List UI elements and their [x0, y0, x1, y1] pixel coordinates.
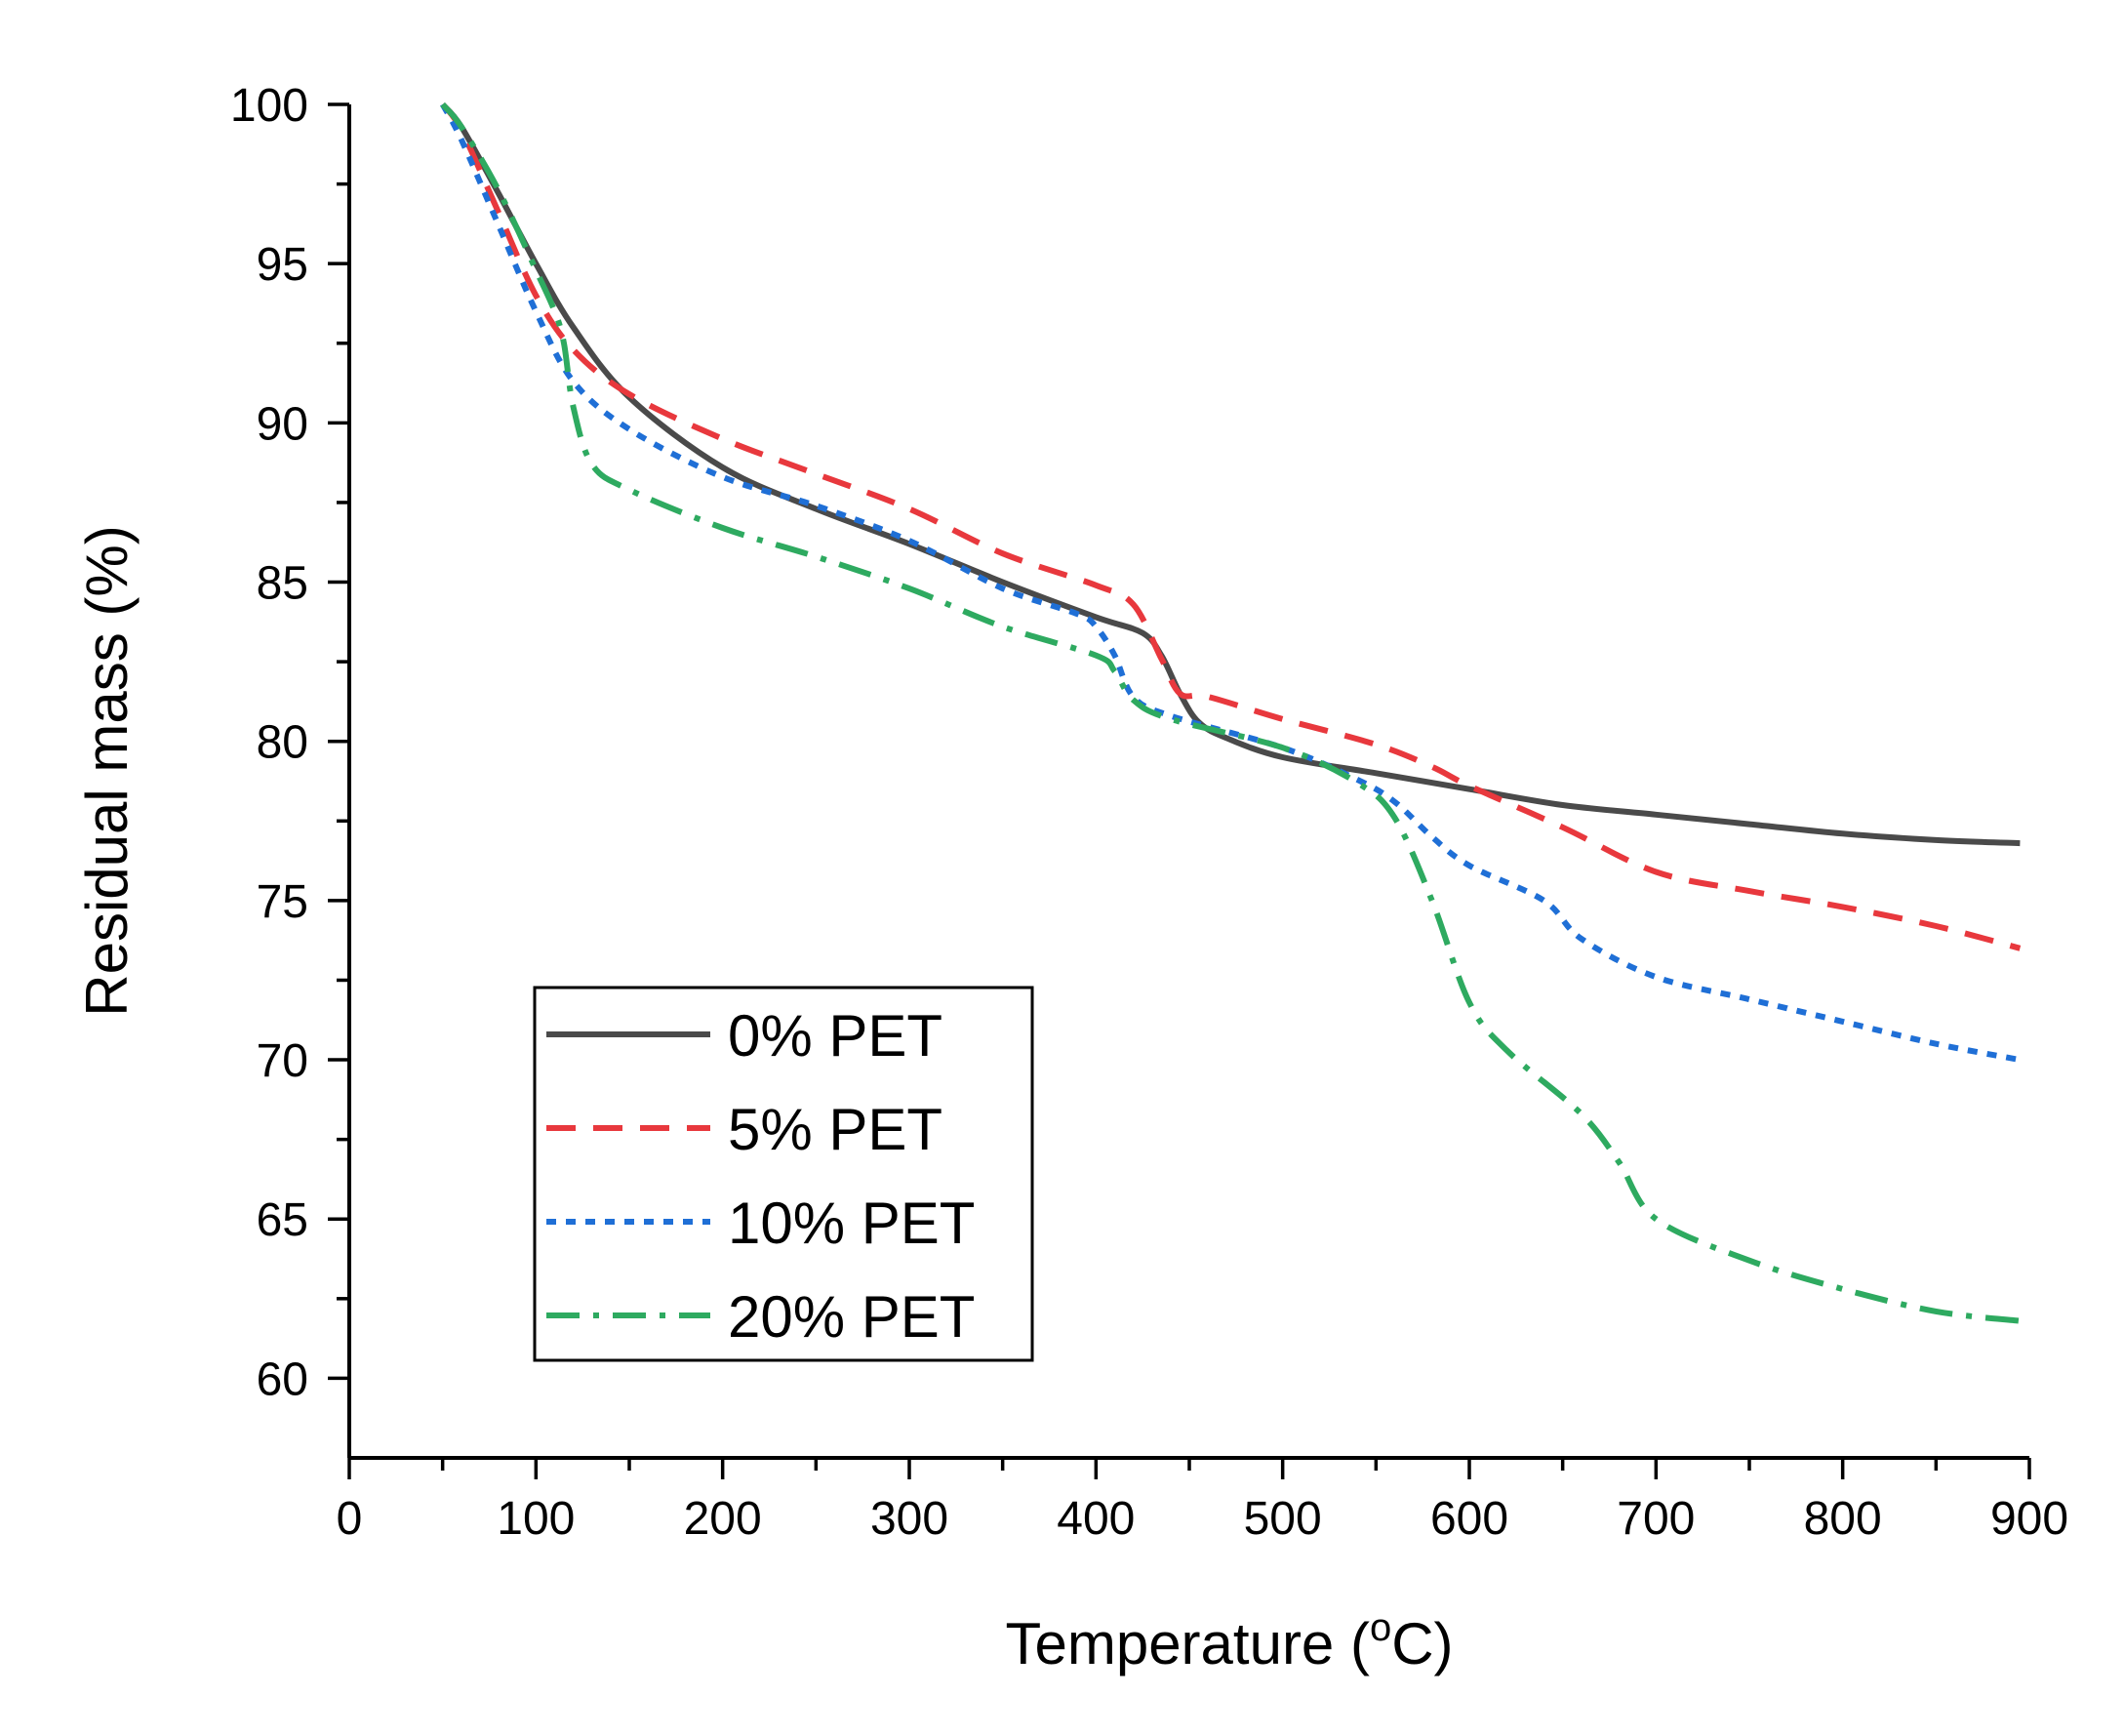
y-axis-title: Residual mass (%)	[74, 525, 140, 1016]
legend-label-10-pet: 10% PET	[728, 1191, 975, 1256]
y-tick-label: 75	[257, 876, 308, 928]
y-tick-label: 80	[257, 717, 308, 769]
legend-label-0-pet: 0% PET	[728, 1003, 942, 1069]
series-lines	[440, 101, 2022, 1324]
x-axis-title-degree: o	[1370, 1606, 1391, 1649]
y-tick-label: 85	[257, 558, 308, 610]
x-tick-label: 300	[870, 1493, 948, 1545]
x-tick-label: 400	[1057, 1493, 1135, 1545]
x-tick-label: 100	[497, 1493, 575, 1545]
y-tick-label: 70	[257, 1035, 308, 1087]
axis-titles: Temperature (oC) Residual mass (%)	[74, 525, 1454, 1676]
y-tick-label: 60	[257, 1353, 308, 1405]
legend-label-5-pet: 5% PET	[728, 1097, 942, 1162]
y-tick-label: 65	[257, 1194, 308, 1246]
x-axis-title-unit: C)	[1391, 1611, 1453, 1676]
legend: 0% PET 5% PET 10% PET 20% PET	[533, 986, 1034, 1362]
y-tick-label: 95	[257, 239, 308, 291]
x-tick-label: 700	[1617, 1493, 1695, 1545]
x-tick-label: 0	[337, 1493, 363, 1545]
series-line-20-pet	[440, 101, 2021, 1324]
x-tick-label: 600	[1430, 1493, 1508, 1545]
x-axis-title: Temperature (oC)	[1005, 1606, 1453, 1676]
series-line-10-pet	[440, 102, 2021, 1064]
legend-box	[533, 986, 1034, 1362]
x-axis-title-main: Temperature (	[1005, 1611, 1369, 1676]
x-tick-label: 500	[1244, 1493, 1322, 1545]
axes: 0 100 200 300 400 500 600 700 800 900 60 65 70 75 80 85…	[230, 80, 2068, 1545]
x-tick-label: 900	[1990, 1493, 2068, 1545]
y-tick-label: 100	[230, 80, 308, 132]
series-line-5-pet	[440, 102, 2022, 951]
x-tick-label: 200	[684, 1493, 762, 1545]
legend-label-20-pet: 20% PET	[728, 1284, 975, 1350]
x-tick-label: 800	[1804, 1493, 1882, 1545]
y-tick-label: 90	[257, 398, 308, 450]
